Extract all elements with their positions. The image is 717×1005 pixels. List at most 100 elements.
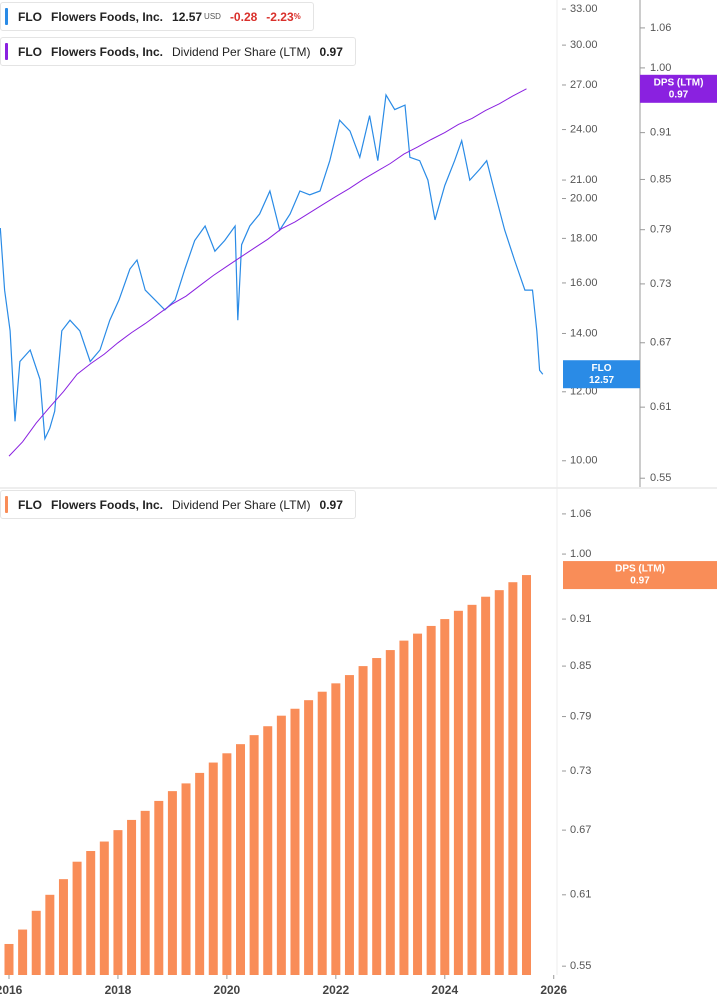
legend-symbol: FLO xyxy=(18,44,42,59)
bar xyxy=(31,910,41,975)
price-line xyxy=(0,93,544,442)
bar xyxy=(208,762,218,975)
bar xyxy=(385,650,395,975)
y-tick-label: 0.73 xyxy=(570,765,591,777)
bar xyxy=(167,791,177,975)
legend-price: 12.57 xyxy=(172,9,203,24)
y2-tick-label: 1.00 xyxy=(650,62,671,74)
bar xyxy=(399,640,409,975)
y-tick-label: 30.00 xyxy=(570,39,598,51)
y-tick-label: 24.00 xyxy=(570,123,598,135)
bar xyxy=(467,604,477,975)
legend-swatch xyxy=(5,496,8,513)
y-tick-label: 18.00 xyxy=(570,232,598,244)
bar xyxy=(249,735,259,975)
bar xyxy=(154,800,164,975)
legend-symbol: FLO xyxy=(18,497,42,512)
bar xyxy=(45,894,55,975)
x-tick-label: 2024 xyxy=(431,983,458,997)
y-tick-label: 14.00 xyxy=(570,327,598,339)
x-tick-label: 2026 xyxy=(540,983,567,997)
legend-company: Flowers Foods, Inc. xyxy=(51,9,164,24)
legend: FLO Flowers Foods, Inc. 12.57 USD -0.28 -2.23… xyxy=(0,2,314,31)
legend-value: 0.97 xyxy=(319,44,343,59)
bar xyxy=(276,715,286,975)
legend-currency: USD xyxy=(204,12,221,21)
legend-swatch xyxy=(5,43,8,60)
badge-value: 0.97 xyxy=(630,576,650,587)
badge-value: 12.57 xyxy=(589,375,614,386)
bar xyxy=(331,683,341,975)
y-tick-label: 1.00 xyxy=(570,548,591,560)
y-tick-label: 20.00 xyxy=(570,192,598,204)
y-tick-label: 16.00 xyxy=(570,277,598,289)
y-tick-label: 12.00 xyxy=(570,386,598,398)
legend-change: -0.28 xyxy=(229,9,258,24)
bar xyxy=(4,943,14,975)
y-tick-label: 21.00 xyxy=(570,174,598,186)
bar xyxy=(18,929,28,975)
x-tick-label: 2018 xyxy=(105,983,132,997)
y-tick-label: 0.85 xyxy=(570,660,591,672)
bar xyxy=(453,610,463,975)
badge-label: DPS (LTM) xyxy=(615,564,665,575)
legend-company: Flowers Foods, Inc. xyxy=(51,44,164,59)
bar xyxy=(481,596,491,975)
bar xyxy=(372,658,382,975)
bar xyxy=(290,708,300,975)
y2-tick-label: 0.55 xyxy=(650,472,671,484)
bar xyxy=(58,879,68,975)
y2-tick-label: 1.06 xyxy=(650,22,671,34)
x-tick-label: 2016 xyxy=(0,983,23,997)
bar xyxy=(140,810,150,975)
bar xyxy=(358,666,368,975)
legend-series: Dividend Per Share (LTM) xyxy=(172,44,311,59)
bar xyxy=(127,819,137,975)
y2-tick-label: 0.79 xyxy=(650,224,671,236)
y-tick-label: 10.00 xyxy=(570,455,598,467)
bar xyxy=(521,575,531,975)
bar xyxy=(508,582,518,975)
legend-symbol: FLO xyxy=(18,9,42,24)
y2-tick-label: 0.67 xyxy=(650,337,671,349)
y-tick-label: 1.06 xyxy=(570,508,591,520)
y-tick-label: 0.67 xyxy=(570,824,591,836)
bar xyxy=(86,851,96,975)
bar xyxy=(181,783,191,975)
dps-line xyxy=(8,88,527,457)
y-tick-label: 0.61 xyxy=(570,889,591,901)
price-badge xyxy=(563,360,640,389)
price-badge xyxy=(563,561,717,590)
bar xyxy=(195,772,205,975)
bar xyxy=(344,675,354,975)
badge-label: DPS (LTM) xyxy=(654,77,704,88)
badge-value: 0.97 xyxy=(669,89,689,100)
bar xyxy=(440,619,450,975)
y2-tick-label: 0.85 xyxy=(650,173,671,185)
legend-change-pct: -2.23 xyxy=(266,9,294,24)
badge-label: FLO xyxy=(592,363,612,374)
legend-company: Flowers Foods, Inc. xyxy=(51,497,164,512)
legend-value: 0.97 xyxy=(319,497,343,512)
legend: FLO Flowers Foods, Inc. Dividend Per Share… xyxy=(0,490,356,519)
y-tick-label: 0.55 xyxy=(570,960,591,972)
y2-tick-label: 0.73 xyxy=(650,278,671,290)
bar xyxy=(222,753,232,975)
y2-tick-label: 0.91 xyxy=(650,127,671,139)
y2-tick-label: 0.61 xyxy=(650,401,671,413)
bar xyxy=(304,700,314,975)
bar xyxy=(113,830,123,975)
x-tick-label: 2020 xyxy=(214,983,241,997)
y-tick-label: 0.91 xyxy=(570,613,591,625)
bar xyxy=(99,841,109,975)
y-tick-label: 27.00 xyxy=(570,79,598,91)
y-tick-label: 0.79 xyxy=(570,710,591,722)
price-badge xyxy=(640,74,717,103)
bar xyxy=(413,633,423,975)
legend-change-unit: % xyxy=(293,12,301,21)
legend: FLO Flowers Foods, Inc. Dividend Per Share… xyxy=(0,37,356,66)
bar xyxy=(72,861,82,975)
bar xyxy=(426,625,436,975)
